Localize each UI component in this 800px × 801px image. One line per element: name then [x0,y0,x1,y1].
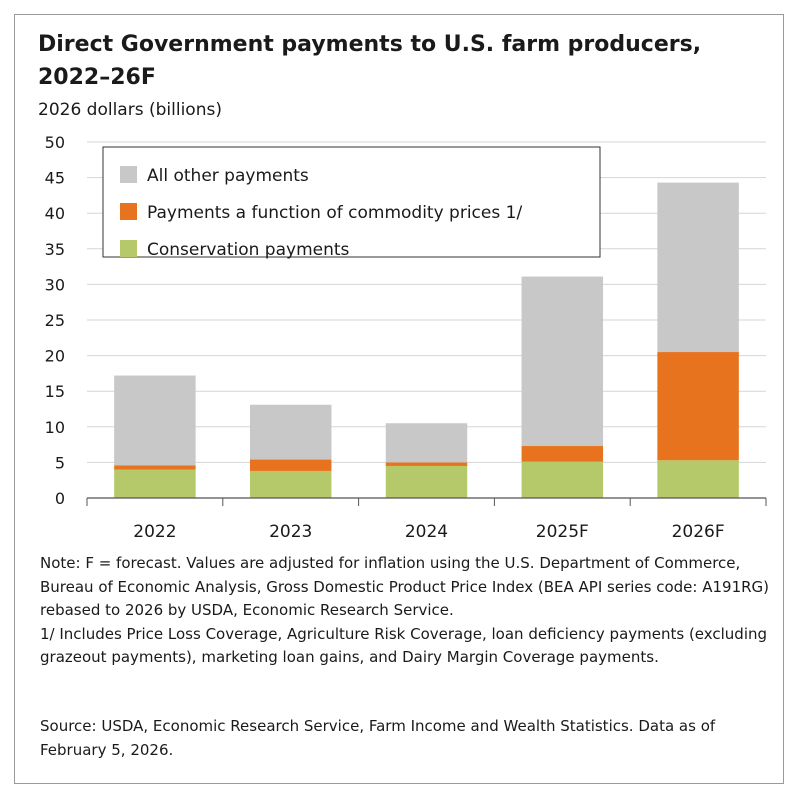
note-text: Note: F = forecast. Values are adjusted … [40,554,770,619]
y-tick-label: 0 [55,489,65,508]
bar-segment [521,276,604,447]
y-axis-label: 2026 dollars (billions) [38,100,222,120]
y-tick-label: 20 [45,347,65,366]
bar-segment [385,465,468,498]
legend-swatch [120,166,137,183]
y-tick-label: 5 [55,453,65,472]
legend-swatch [120,240,137,257]
bar-segment [114,465,196,470]
bar-segment [657,182,739,353]
chart-source: Source: USDA, Economic Research Service,… [40,715,770,762]
y-tick-label: 40 [45,204,65,223]
y-tick-label: 45 [45,169,65,188]
bar-segment [657,460,739,498]
legend-swatch [120,203,137,220]
x-tick-label: 2024 [405,522,448,542]
legend-label: Payments a function of commodity prices … [147,203,522,223]
x-tick-label: 2022 [133,522,176,542]
legend: All other payments Payments a function of… [102,146,601,260]
chart-note: Note: F = forecast. Values are adjusted … [40,552,770,670]
x-tick-label: 2025F [536,522,589,542]
source-text: Source: USDA, Economic Research Service,… [40,717,716,759]
y-tick-label: 30 [45,275,65,294]
bar-segment [114,469,196,498]
bar-segment [521,446,604,462]
bar-segment [249,459,332,471]
x-tick-label: 2026F [672,522,725,542]
legend-label: All other payments [147,166,309,186]
bars-layer [114,182,739,498]
legend-label: Conservation payments [147,240,350,260]
y-tick-label: 50 [45,133,65,152]
y-tick-label: 10 [45,418,65,437]
bar-segment [114,375,196,466]
bar-segment [249,404,332,460]
bar-segment [521,461,604,498]
x-tick-label: 2023 [269,522,312,542]
bar-segment [657,352,739,461]
bar-segment [249,470,332,498]
y-tick-label: 25 [45,311,65,330]
y-tick-label: 35 [45,240,65,259]
axis-layer: 0 5 10 15 20 25 30 35 40 45 50 2022 2023 2024 2025F 202… [45,133,767,542]
bar-segment [385,423,468,463]
y-tick-label: 15 [45,382,65,401]
chart-title: Direct Government payments to U.S. farm … [38,32,702,90]
footnote-text: 1/ Includes Price Loss Coverage, Agricul… [40,624,768,667]
bar-segment [385,462,468,466]
legend-box [102,146,601,258]
